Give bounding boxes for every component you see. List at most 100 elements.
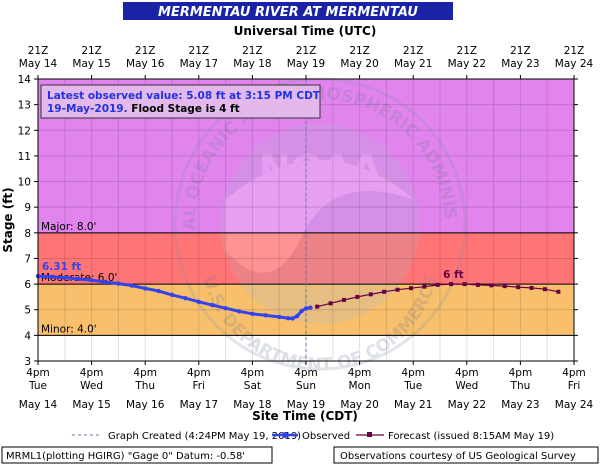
bottom-tick-day: Thu (510, 380, 531, 392)
bottom-tick-time: 4pm (348, 367, 372, 379)
bottom-tick-time: 4pm (401, 367, 425, 379)
bottom-tick-time: 4pm (187, 367, 211, 379)
top-tick-date: May 24 (555, 58, 594, 70)
top-tick-time: 21Z (296, 45, 317, 57)
bottom-tick-date: May 23 (501, 399, 539, 411)
observed-point (183, 295, 188, 301)
top-tick-time: 21Z (403, 45, 424, 57)
bottom-tick-time: 4pm (133, 367, 157, 379)
bottom-tick-date: May 19 (287, 399, 325, 411)
chart-title: MERMENTAU RIVER AT MERMENTAU (158, 5, 418, 20)
forecast-point (529, 285, 534, 290)
info-box-line2: 19-May-2019. Flood Stage is 4 ft (47, 103, 240, 115)
bottom-tick-date: May 24 (555, 399, 594, 411)
data-annotations: 6.31 ft 6 ft (42, 261, 464, 281)
footer-right-text: Observations courtesy of US Geological S… (340, 451, 576, 462)
top-tick-date: May 20 (340, 58, 378, 70)
footer-left-box (1, 446, 273, 464)
forecast-point (341, 297, 346, 302)
top-tick-date: May 19 (287, 58, 325, 70)
top-tick-time: 21Z (189, 45, 210, 57)
observed-point (49, 274, 54, 280)
forecast-point (502, 284, 507, 289)
legend: Graph Created (4:24PM May 19, 2019) Obse… (72, 431, 554, 442)
y-tick-label: 7 (24, 253, 31, 265)
forecast-point (462, 282, 467, 287)
legend-forecast-marker (367, 432, 372, 437)
top-axis-label: Universal Time (UTC) (234, 24, 377, 38)
observed-peak-label: 6.31 ft (42, 261, 81, 273)
top-tick-time: 21Z (349, 45, 370, 57)
band-label-major: Major: 8.0' (41, 221, 96, 233)
top-tick-date: May 23 (501, 58, 539, 70)
legend-graph-created-label: Graph Created (4:24PM May 19, 2019) (108, 431, 301, 442)
observed-point (89, 278, 94, 283)
bottom-tick-time: 4pm (241, 367, 265, 379)
bottom-tick-date: May 16 (126, 399, 165, 411)
y-tick-label: 11 (18, 151, 31, 163)
observed-point (156, 288, 161, 294)
legend-observed-label: Observed (302, 431, 350, 442)
y-axis-label: Stage (ft) (1, 187, 15, 252)
bottom-tick-date: May 14 (19, 399, 58, 411)
bottom-tick-day: Tue (28, 380, 47, 392)
bottom-tick-time: 4pm (26, 367, 50, 379)
bottom-tick-date: May 21 (394, 399, 432, 411)
observed-point (303, 306, 309, 311)
top-tick-time: 21Z (564, 45, 585, 57)
noaa-logo-inner (220, 124, 420, 324)
top-tick-time: 21Z (81, 45, 102, 57)
title-bar (123, 2, 453, 20)
data-series (35, 273, 561, 321)
bottom-tick-day: Sun (296, 380, 316, 392)
y-axis-ticks: 3 4 5 6 7 8 9 10 11 12 13 14 (18, 74, 578, 368)
observed-point (143, 286, 148, 291)
forecast-point (368, 292, 373, 297)
bottom-tick-day: Fri (568, 380, 581, 392)
y-tick-label: 8 (24, 228, 31, 240)
bottom-tick-date: May 18 (233, 399, 271, 411)
top-tick-time: 21Z (510, 45, 531, 57)
footer-left-text: MRML1(plotting HGIRG) "Gage 0" Datum: -0… (6, 451, 245, 462)
observed-point (196, 299, 201, 304)
observed-point (285, 315, 291, 321)
footer-right-box (333, 446, 599, 464)
bottom-tick-day: Tue (403, 380, 422, 392)
noaa-bird-icon (225, 160, 415, 273)
top-tick-time: 21Z (135, 45, 156, 57)
band-label-minor: Minor: 4.0' (41, 323, 97, 335)
bottom-tick-time: 4pm (509, 367, 533, 379)
forecast-point (449, 282, 454, 287)
top-tick-time: 21Z (28, 45, 49, 57)
bottom-tick-time: 4pm (294, 367, 318, 379)
y-tick-label: 6 (24, 279, 31, 291)
forecast-point (489, 283, 494, 288)
forecast-point (422, 284, 427, 289)
bottom-tick-day: Thu (134, 380, 155, 392)
observed-point (76, 276, 81, 282)
bottom-tick-date: May 22 (448, 399, 486, 411)
bottom-tick-date: May 20 (340, 399, 378, 411)
top-tick-date: May 22 (448, 58, 486, 70)
y-tick-label: 14 (18, 74, 32, 86)
grid-lines (37, 78, 575, 362)
observed-point (62, 275, 67, 280)
observed-point (294, 313, 300, 319)
forecast-point (328, 301, 333, 306)
observed-point (223, 305, 228, 311)
observed-point (277, 314, 282, 320)
bottom-tick-day: Mon (349, 380, 371, 392)
bottom-tick-day: Sat (244, 380, 261, 392)
observed-point (236, 309, 242, 314)
y-tick-label: 12 (18, 125, 31, 137)
forecast-point (382, 289, 387, 294)
top-tick-date: May 15 (72, 58, 110, 70)
forecast-peak-label: 6 ft (443, 269, 464, 281)
bottom-tick-time: 4pm (80, 367, 104, 379)
forecast-point (315, 304, 320, 309)
top-tick-date: May 21 (394, 58, 432, 70)
top-tick-time: 21Z (457, 45, 478, 57)
legend-forecast-label: Forecast (issued 8:15AM May 19) (388, 431, 554, 442)
forecast-point (355, 294, 360, 299)
